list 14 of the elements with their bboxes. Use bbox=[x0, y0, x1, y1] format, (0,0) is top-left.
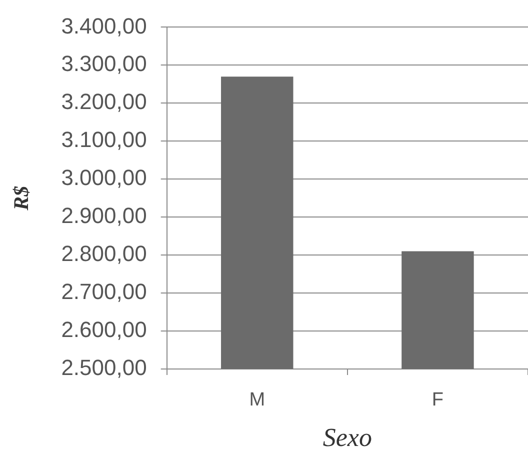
y-tick-label: 2.700,00 bbox=[61, 279, 147, 304]
x-tick-label: F bbox=[432, 390, 444, 411]
y-axis-title: R$ bbox=[9, 185, 34, 212]
x-tick-label: M bbox=[249, 390, 266, 411]
y-tick-label: 2.500,00 bbox=[61, 355, 147, 380]
y-tick-label: 3.000,00 bbox=[61, 165, 147, 190]
y-tick-label: 2.600,00 bbox=[61, 317, 147, 342]
y-tick-label: 2.800,00 bbox=[61, 241, 147, 266]
y-tick-label: 3.200,00 bbox=[61, 89, 147, 114]
y-tick-label: 3.300,00 bbox=[61, 51, 147, 76]
y-tick-label: 3.400,00 bbox=[61, 13, 147, 38]
y-tick-label: 3.100,00 bbox=[61, 127, 147, 152]
y-tick-label: 2.900,00 bbox=[61, 203, 147, 228]
x-axis-title: Sexo bbox=[322, 422, 372, 452]
